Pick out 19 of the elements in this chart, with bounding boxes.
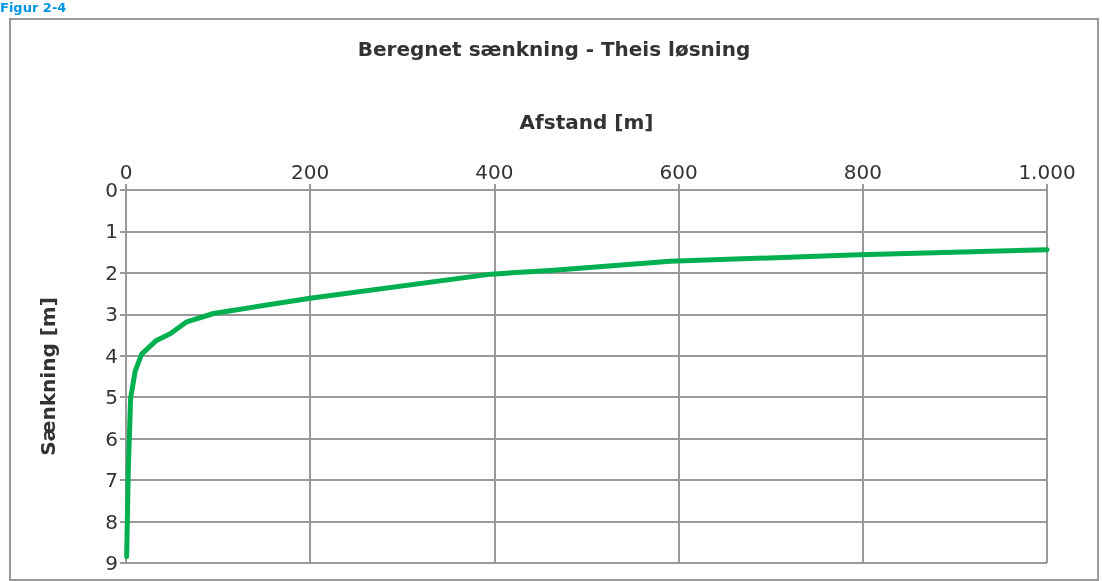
x-tick-label: 600 (659, 160, 698, 184)
x-tick-label: 400 (475, 160, 514, 184)
chart-title: Beregnet sænkning - Theis løsning (357, 37, 751, 61)
y-tick-label: 0 (105, 178, 118, 202)
y-tick-label: 2 (105, 260, 118, 285)
y-tick-label: 8 (105, 509, 118, 534)
y-tick-label: 3 (105, 302, 118, 327)
y-tick-label: 4 (105, 343, 118, 368)
y-tick-label: 5 (105, 385, 118, 410)
x-tick-label: 800 (843, 160, 882, 184)
x-tick-label: 200 (291, 160, 330, 184)
y-axis-title: Sænkning [m] (36, 297, 60, 456)
x-tick-label: 1.000 (1018, 160, 1076, 184)
x-axis-title: Afstand [m] (519, 110, 654, 134)
y-tick-label: 1 (105, 219, 118, 244)
y-tick-label: 9 (105, 551, 118, 575)
text: Figur 2-4 (0, 0, 67, 15)
y-tick-label: 6 (105, 426, 118, 451)
y-tick-label: 7 (105, 468, 118, 493)
